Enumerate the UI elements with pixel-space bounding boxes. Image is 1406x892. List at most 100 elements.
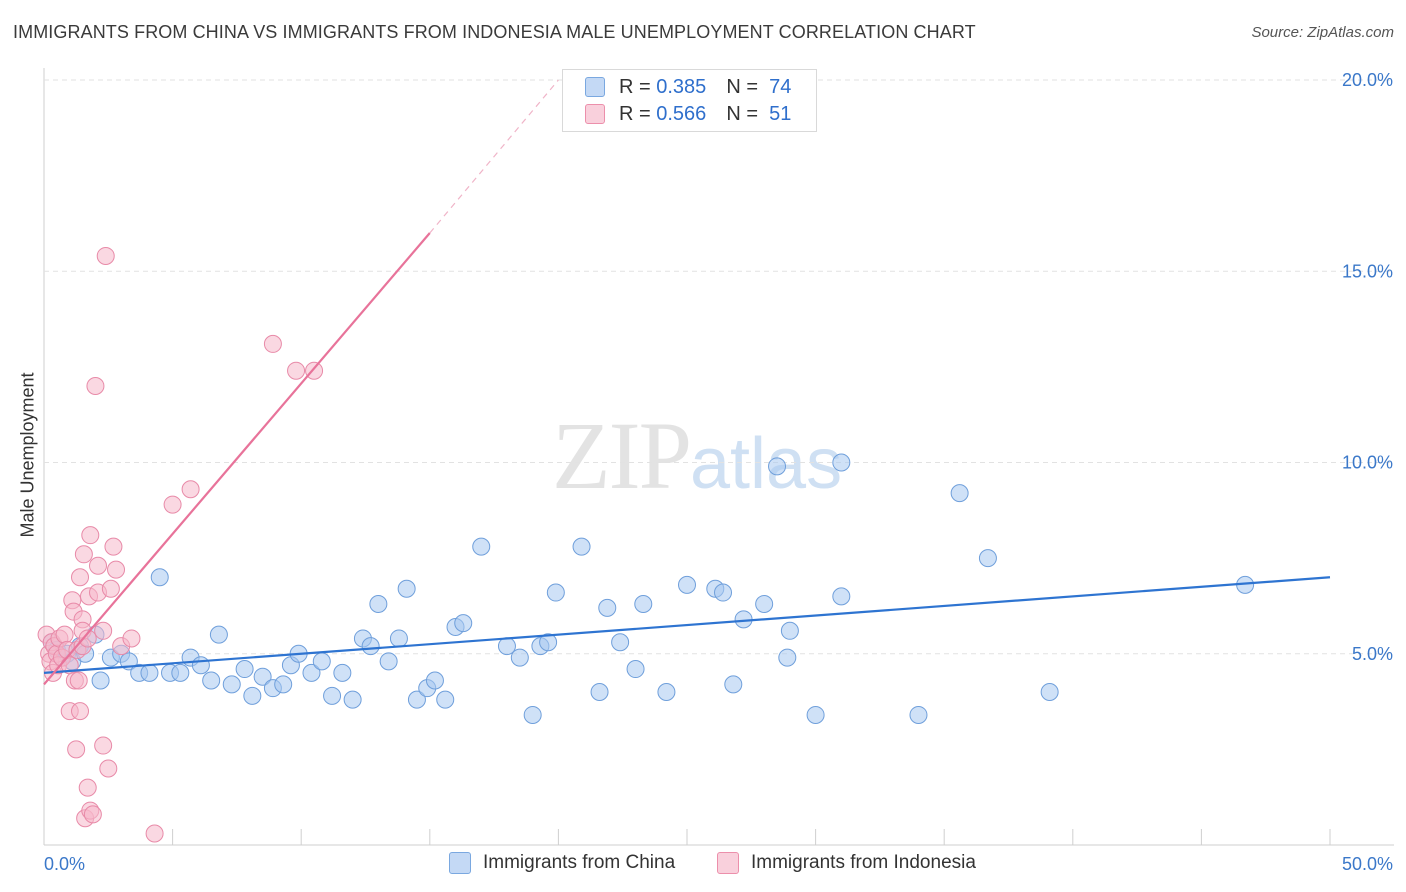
point-indonesia (83, 805, 102, 824)
point-china (274, 675, 293, 694)
point-indonesia (263, 334, 282, 353)
point-indonesia (71, 568, 90, 587)
series-legend: Immigrants from China Immigrants from In… (0, 852, 1406, 876)
point-china (832, 453, 851, 472)
zipatlas-watermark: ZIPatlas (552, 400, 842, 511)
point-china (235, 660, 254, 679)
point-china (590, 683, 609, 701)
legend-n-label: N = (726, 102, 758, 125)
point-indonesia (78, 778, 97, 797)
legend-n-value-china: 74 (769, 75, 792, 98)
point-indonesia (78, 629, 97, 648)
point-indonesia (287, 361, 306, 380)
point-china (369, 595, 388, 614)
point-indonesia (94, 621, 113, 640)
point-china (909, 705, 928, 724)
trendline-china (43, 576, 1331, 674)
point-china (209, 625, 228, 644)
point-china (678, 575, 696, 594)
point-china (407, 690, 426, 709)
point-china (510, 648, 529, 667)
point-indonesia (86, 377, 105, 395)
series-legend-china[interactable]: Immigrants from China (449, 852, 675, 874)
watermark-atlas: atlas (690, 424, 843, 504)
point-china (379, 652, 398, 671)
point-china (312, 652, 331, 671)
trendline-indonesia (43, 232, 431, 686)
point-china (755, 595, 774, 614)
point-indonesia (96, 246, 115, 265)
point-china (978, 549, 997, 568)
point-indonesia (69, 671, 88, 690)
point-china (778, 648, 797, 667)
legend-swatch-indonesia (585, 104, 605, 124)
y-tick-label: 10.0% (1342, 453, 1393, 473)
point-china (806, 705, 825, 724)
trendline-indonesia-extension (429, 79, 559, 234)
point-china (202, 671, 221, 690)
correlation-legend: R = 0.385 N = 74 R = 0.566 N = 51 (562, 69, 817, 132)
point-china (626, 660, 645, 679)
series-swatch-china (449, 852, 471, 874)
point-china (950, 484, 969, 503)
point-china (832, 587, 851, 606)
point-china (436, 690, 455, 709)
point-china (361, 637, 380, 656)
point-indonesia (89, 556, 108, 575)
point-china (598, 598, 617, 617)
point-china (91, 671, 110, 690)
point-indonesia (145, 824, 164, 843)
point-indonesia (74, 545, 93, 564)
point-china (472, 537, 491, 556)
point-indonesia (122, 629, 141, 648)
point-china (302, 663, 321, 682)
point-indonesia (181, 480, 200, 499)
point-indonesia (55, 625, 74, 644)
legend-swatch-china (585, 77, 605, 97)
point-indonesia (101, 579, 120, 598)
point-china (724, 675, 743, 694)
y-tick-label: 5.0% (1352, 644, 1393, 664)
legend-r-value-china: 0.385 (656, 75, 707, 98)
legend-row-china: R = 0.385 N = 74 (585, 75, 791, 99)
chart-title: IMMIGRANTS FROM CHINA VS IMMIGRANTS FROM… (13, 22, 976, 42)
point-china (454, 614, 473, 633)
point-china (572, 537, 591, 556)
legend-r-label: R = (619, 102, 651, 125)
point-china (171, 663, 190, 682)
series-legend-indonesia[interactable]: Immigrants from Indonesia (717, 852, 976, 874)
point-indonesia (81, 526, 100, 545)
point-indonesia (71, 702, 90, 721)
point-china (191, 656, 210, 675)
legend-n-value-indonesia: 51 (769, 102, 792, 125)
point-china (714, 583, 733, 602)
y-tick-label: 20.0% (1342, 70, 1393, 90)
point-china (253, 667, 272, 686)
point-china (768, 457, 787, 476)
point-china (140, 663, 159, 682)
legend-row-indonesia: R = 0.566 N = 51 (585, 102, 791, 126)
point-china (634, 595, 653, 614)
series-label-indonesia: Immigrants from Indonesia (751, 852, 976, 873)
point-china (611, 633, 630, 652)
point-china (389, 629, 408, 648)
legend-r-value-indonesia: 0.566 (656, 102, 707, 125)
watermark-zip: ZIP (552, 402, 692, 509)
point-china (780, 621, 799, 640)
point-china (243, 686, 262, 705)
legend-n-label: N = (726, 75, 758, 98)
point-china (150, 568, 169, 587)
point-china (397, 579, 416, 598)
point-china (539, 633, 558, 652)
point-china (333, 663, 352, 682)
series-label-china: Immigrants from China (483, 852, 676, 873)
point-indonesia (94, 736, 113, 755)
point-china (343, 690, 362, 709)
point-indonesia (107, 560, 126, 579)
x-tick-label-max: 50.0% (1342, 854, 1393, 874)
point-china (1040, 683, 1059, 701)
point-china (546, 583, 565, 602)
point-china (323, 686, 342, 705)
series-swatch-indonesia (717, 852, 739, 874)
